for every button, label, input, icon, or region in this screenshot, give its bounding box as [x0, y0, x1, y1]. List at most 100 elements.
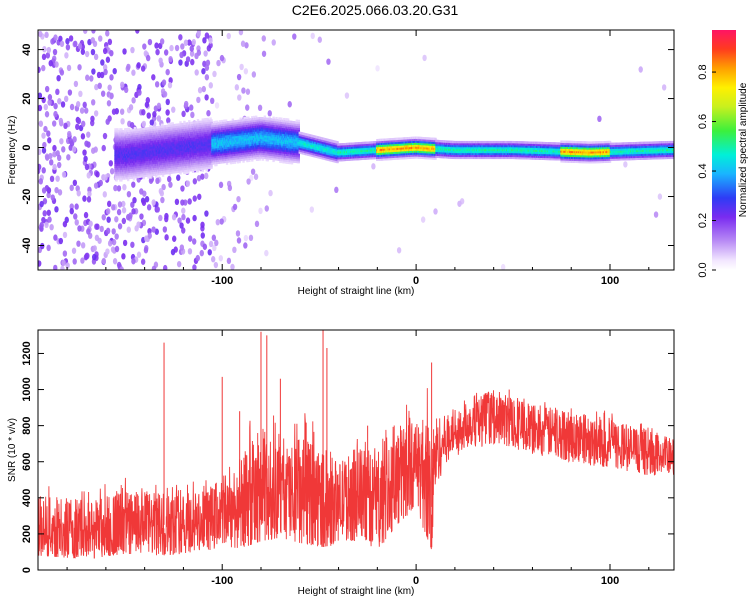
spectrogram-band-cell: [275, 116, 278, 120]
spectrogram-noise-cell: [235, 230, 241, 237]
spectrogram-noise-cell: [236, 73, 242, 81]
spectrogram-noise-cell: [200, 173, 205, 180]
spectrogram-noise-cell: [236, 195, 241, 203]
spectrogram-noise-cell: [92, 245, 97, 252]
spectrogram-noise-cell: [180, 185, 185, 192]
spectrogram-noise-cell: [50, 38, 55, 45]
spectrogram-noise-cell: [204, 32, 210, 39]
spectrogram-noise-cell: [41, 53, 47, 61]
spectrogram-noise-cell: [638, 66, 643, 73]
spectrogram-band-cell: [183, 120, 186, 124]
spectrogram-noise-cell: [201, 68, 206, 75]
spectrogram-noise-cell: [196, 96, 201, 104]
spectrogram-noise-cell: [159, 190, 165, 197]
spectrogram-noise-cell: [240, 40, 246, 47]
spectrogram-noise-cell: [61, 259, 66, 267]
spectrogram-noise-cell: [205, 59, 211, 67]
spectrogram-noise-cell: [146, 112, 151, 119]
spectrogram-noise-cell: [103, 174, 108, 181]
spectrogram-noise-cell: [76, 190, 81, 197]
spectrogram-noise-cell: [57, 98, 62, 105]
spectrogram-noise-cell: [52, 150, 57, 158]
spectrogram-noise-cell: [112, 258, 118, 265]
spectrogram-noise-cell: [38, 260, 42, 267]
spectrogram-noise-cell: [41, 216, 46, 224]
spectrogram-noise-cell: [91, 30, 96, 34]
spectrogram-band-cell: [206, 117, 209, 121]
spectrogram-noise-cell: [199, 249, 204, 257]
spectrogram-band-cell: [188, 120, 191, 123]
spectrogram-noise-cell: [46, 191, 51, 199]
spectrogram-noise-cell: [105, 208, 111, 215]
spectrogram-band-cell: [179, 172, 182, 175]
spectrogram-noise-cell: [375, 65, 380, 72]
spectrogram-noise-cell: [130, 241, 135, 248]
spectrogram-noise-cell: [180, 43, 185, 50]
spectrogram-noise-cell: [128, 212, 133, 219]
spectrogram-noise-cell: [128, 104, 134, 111]
spectrogram-noise-cell: [204, 64, 210, 71]
spectrogram-noise-cell: [42, 141, 47, 149]
spectrogram-noise-cell: [197, 193, 202, 200]
spectrogram-noise-cell: [38, 104, 43, 112]
spectrogram-noise-cell: [162, 264, 168, 270]
spectrogram-noise-cell: [147, 232, 152, 239]
spectrogram-noise-cell: [41, 147, 47, 154]
spectrogram-noise-cell: [232, 246, 237, 254]
spectrogram-noise-cell: [238, 30, 244, 36]
spectrogram-noise-cell: [109, 168, 115, 175]
spectrogram-noise-cell: [39, 221, 44, 229]
spectrogram-noise-cell: [58, 117, 64, 125]
spectrogram-noise-cell: [213, 261, 219, 269]
spectrogram-noise-cell: [623, 161, 628, 168]
spectrogram-noise-cell: [44, 85, 50, 93]
spectrogram-noise-cell: [99, 225, 104, 233]
spectrogram-noise-cell: [149, 119, 155, 126]
spectrogram-noise-cell: [287, 101, 292, 108]
spectrogram-noise-cell: [90, 99, 96, 106]
spectrogram-noise-cell: [120, 81, 125, 88]
spectrogram-noise-cell: [227, 184, 233, 192]
spectrogram-noise-cell: [211, 234, 217, 241]
spectrogram-noise-cell: [187, 39, 192, 46]
spectrogram-noise-cell: [38, 66, 41, 73]
spectrogram-noise-cell: [43, 125, 48, 133]
spectrogram-noise-cell: [197, 87, 203, 94]
spectrogram-noise-cell: [202, 37, 207, 44]
spectrogram-noise-cell: [158, 57, 163, 64]
spectrogram-noise-cell: [122, 184, 127, 191]
spectrogram-noise-cell: [41, 132, 46, 139]
spectrogram-noise-cell: [192, 195, 197, 202]
spectrogram-noise-cell: [47, 137, 52, 144]
spectrogram-noise-cell: [204, 172, 209, 180]
spectrogram-noise-cell: [237, 94, 242, 101]
spectrogram-noise-cell: [116, 185, 122, 192]
spectrogram-noise-cell: [91, 253, 97, 261]
spectrogram-noise-cell: [122, 239, 128, 247]
spectrogram-noise-cell: [168, 77, 173, 84]
spectrogram-noise-cell: [47, 99, 52, 106]
spectrogram-noise-cell: [248, 234, 254, 242]
spectrogram-band-cell: [116, 128, 119, 131]
spectrogram-noise-cell: [189, 45, 194, 52]
spectrogram-noise-cell: [264, 205, 269, 212]
spectrogram-noise-cell: [192, 264, 197, 270]
spectrogram-noise-cell: [52, 120, 57, 127]
spectrogram-noise-cell: [151, 74, 156, 81]
spectrogram-noise-cell: [171, 106, 176, 113]
spectrogram-noise-cell: [57, 189, 63, 196]
spectrogram-noise-cell: [244, 42, 249, 49]
spectrogram-noise-cell: [65, 38, 70, 45]
spectrogram-band-cell: [132, 178, 136, 181]
spectrogram-noise-cell: [72, 258, 77, 265]
spectrogram-noise-cell: [190, 111, 195, 119]
spectrogram-noise-cell: [204, 210, 209, 217]
spectrogram-noise-cell: [136, 251, 142, 258]
spectrogram-noise-cell: [84, 50, 90, 58]
spectrogram-noise-cell: [42, 210, 47, 217]
spectrogram-noise-cell: [86, 131, 91, 138]
spectrogram-band-cell: [142, 176, 145, 180]
spectrogram-noise-cell: [56, 154, 62, 162]
spectrogram-noise-cell: [243, 68, 249, 75]
spectrogram-noise-cell: [129, 121, 135, 129]
